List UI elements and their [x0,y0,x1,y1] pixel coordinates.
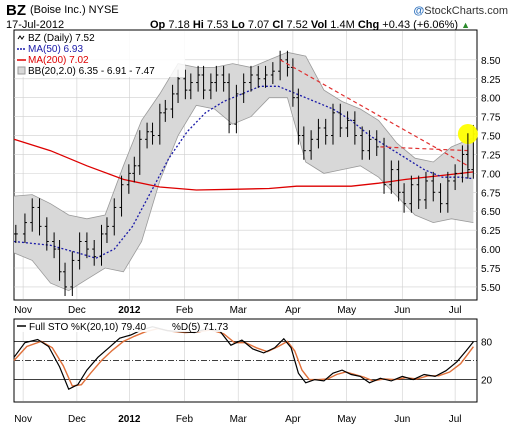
open-label: Op [150,19,166,31]
legend-bb-label: BB(20,2.0) 6.35 - 6.91 - 7.47 [28,66,155,77]
ma50-line [13,85,474,259]
bollinger-upper-band [13,51,474,220]
stochastic-d-line [13,327,474,387]
stochastic-x-tick-label: Mar [230,414,248,425]
resistance-line [380,146,470,152]
legend-bz-label: BZ (Daily) 7.52 [28,33,95,44]
logo-text: StockCharts.com [424,5,508,17]
legend-d-label: %D(5) 71.73 [172,322,229,333]
price-x-tick-label: Feb [176,305,194,316]
close-value: 7.52 [286,19,308,31]
stockcharts-logo[interactable]: @StockCharts.com [414,5,508,17]
price-x-tick-label: 2012 [118,305,141,316]
price-axis-tick-label: 5.75 [481,264,501,275]
stochastic-x-tick-label: May [337,414,356,425]
volume-label: Vol [310,19,328,31]
stochastic-x-tick-label: Feb [176,414,194,425]
quote-date: 17-Jul-2012 [6,19,65,31]
close-label: Cl [272,19,284,31]
price-panel-frame [13,29,478,301]
price-axis-tick-label: 7.00 [481,169,501,180]
volume-value: 1.4M [330,19,355,31]
high-value: 7.53 [206,19,229,31]
price-axis-tick-label: 8.25 [481,75,501,86]
low-value: 7.07 [247,19,270,31]
change-label: Chg [357,19,380,31]
logo-at-icon: @ [413,5,425,17]
price-axis-tick-label: 8.00 [481,94,501,105]
price-axis-tick-label: 6.25 [481,226,501,237]
price-axis-tick-label: 8.50 [481,56,501,67]
company-name: (Boise Inc.) NYSE [30,4,119,16]
price-axis-tick-label: 6.00 [481,245,501,256]
price-axis-tick-label: 7.50 [481,132,501,143]
price-axis-tick-label: 5.50 [481,283,501,294]
stochastic-x-tick-label: Apr [285,414,301,425]
up-arrow-icon: ▲ [461,20,471,30]
stochastic-k-line [13,326,474,391]
price-axis-tick-label: 6.50 [481,207,501,218]
price-x-tick-label: Nov [14,305,32,316]
stochastic-x-tick-label: Dec [68,414,86,425]
stochastic-panel-frame [13,318,478,403]
stochastic-x-tick-label: Jun [394,414,410,425]
price-x-tick-label: Jun [394,305,410,316]
legend-bb-swatch [17,66,26,75]
price-x-tick-label: May [337,305,356,316]
ma200-line [13,138,474,191]
change-value: +0.43 (+6.06%) [382,19,459,31]
price-axis-tick-label: 6.75 [481,188,501,199]
legend-k-label: Full STO %K(20,10) 79.40 [29,322,147,333]
legend-price-icon [17,35,25,40]
stochastic-x-tick-label: Nov [14,414,32,425]
low-label: Lo [231,19,245,31]
price-axis-tick-label: 7.25 [481,150,501,161]
stochastic-axis-tick-label: 20 [481,376,493,387]
high-label: Hi [192,19,204,31]
price-legend-box [15,31,185,77]
stochastic-axis-tick-label: 80 [481,337,493,348]
breakout-highlight [457,124,478,145]
price-axis-tick-label: 7.75 [481,113,501,124]
stochastic-legend-box [15,320,241,332]
open-value: 7.18 [168,19,190,31]
downtrend-line [279,59,469,167]
price-x-tick-label: Apr [285,305,301,316]
ohlc-summary: Op 7.18 Hi 7.53 Lo 7.07 Cl 7.52 Vol 1.4M… [150,19,470,31]
ticker-symbol: BZ [6,2,26,19]
bollinger-band-fill [14,52,474,291]
stochastic-x-tick-label: 2012 [118,414,141,425]
stochastic-x-tick-label: Jul [449,414,462,425]
legend-ma200-label: MA(200) 7.02 [28,55,89,66]
price-x-tick-label: Mar [230,305,248,316]
price-x-tick-label: Dec [68,305,86,316]
price-x-tick-label: Jul [449,305,462,316]
legend-ma50-label: MA(50) 6.93 [28,44,83,55]
bollinger-lower-band [13,97,474,292]
